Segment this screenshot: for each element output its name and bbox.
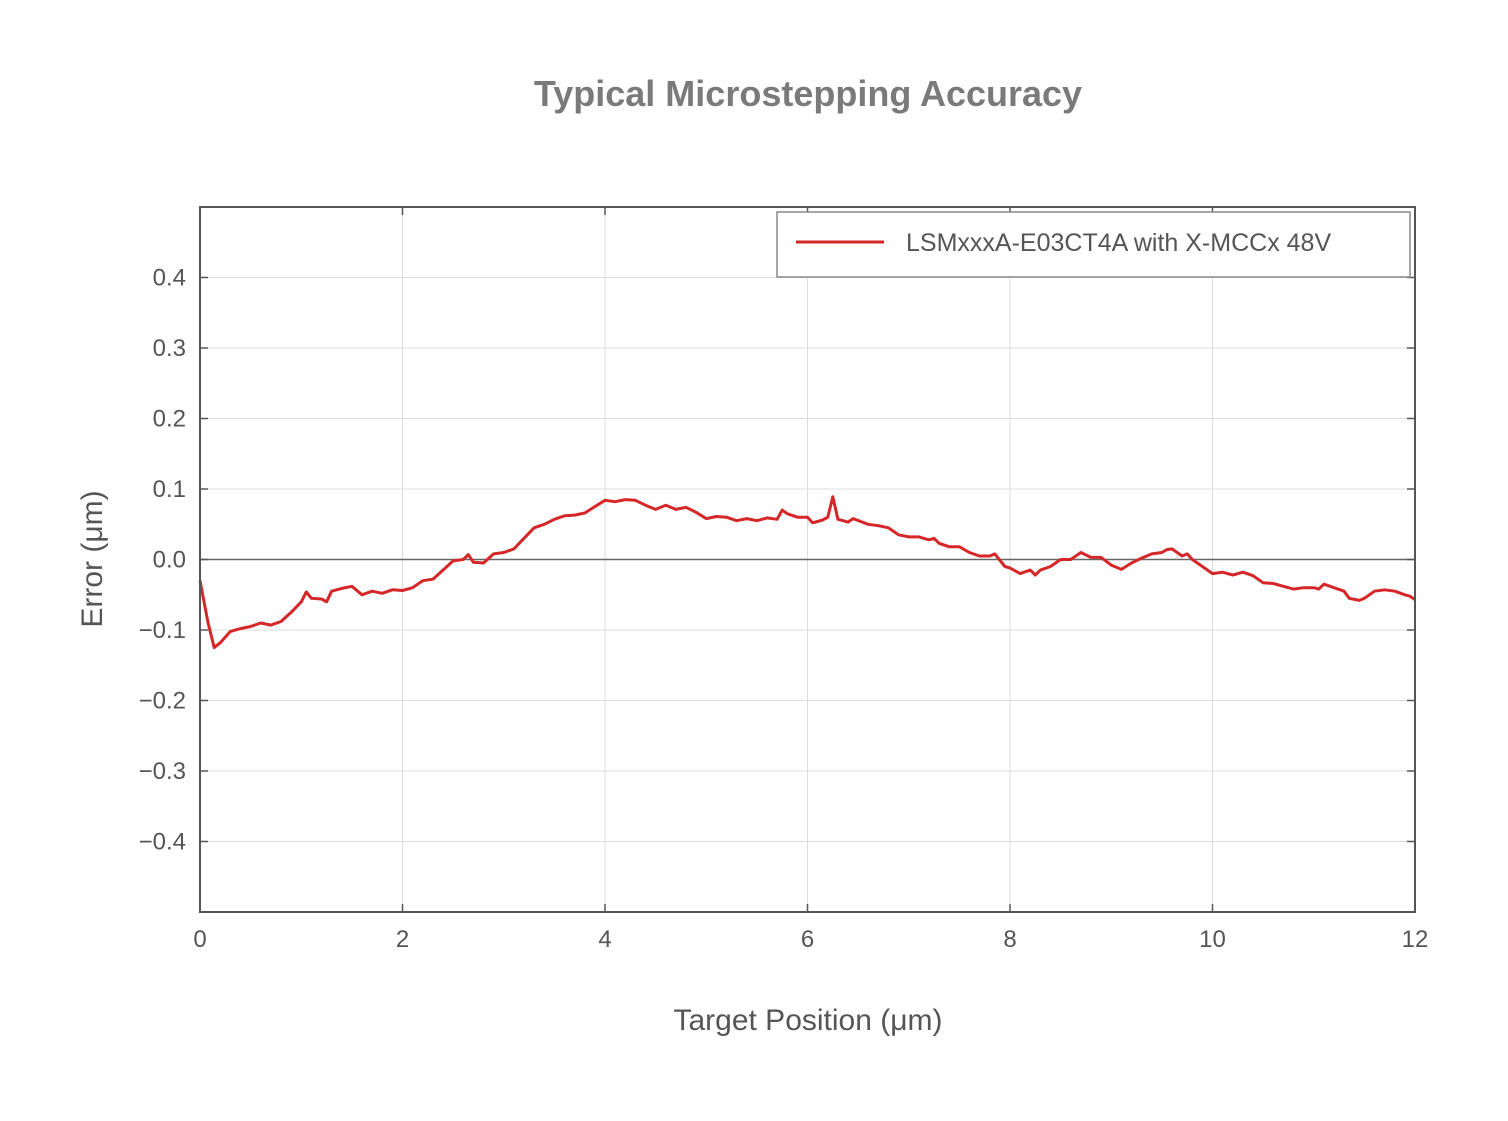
x-tick-label: 2 — [396, 926, 409, 953]
y-tick-label: −0.3 — [139, 758, 186, 785]
chart-title: Typical Microstepping Accuracy — [534, 73, 1082, 114]
x-axis-label: Target Position (μm) — [673, 1004, 942, 1037]
y-tick-label: −0.1 — [139, 617, 186, 644]
legend-label: LSMxxxA-E03CT4A with X-MCCx 48V — [906, 229, 1331, 257]
y-tick-label: 0.2 — [153, 406, 186, 433]
x-tick-label: 12 — [1402, 926, 1429, 953]
y-tick-label: 0.0 — [153, 547, 186, 574]
y-tick-label: −0.4 — [139, 829, 186, 856]
x-tick-label: 4 — [598, 926, 611, 953]
x-tick-label: 8 — [1003, 926, 1016, 953]
y-tick-label: −0.2 — [139, 688, 186, 715]
legend: LSMxxxA-E03CT4A with X-MCCx 48V — [776, 211, 1411, 278]
y-tick-label: 0.3 — [153, 335, 186, 362]
plot-frame — [199, 206, 1416, 913]
x-tick-label: 10 — [1199, 926, 1226, 953]
x-tick-label: 0 — [193, 926, 206, 953]
axis-ticks: 0 2 4 6 8 10 12 0.4 0.3 0.2 0.1 0.0 −0.1 −0.2 −0.3 −0.4 — [139, 207, 1429, 953]
y-tick-label: 0.1 — [153, 476, 186, 503]
y-axis-label: Error (μm) — [76, 490, 109, 627]
y-tick-label: 0.4 — [153, 265, 186, 292]
legend-box — [776, 211, 1411, 278]
series-line — [198, 495, 1416, 650]
x-tick-label: 6 — [801, 926, 814, 953]
